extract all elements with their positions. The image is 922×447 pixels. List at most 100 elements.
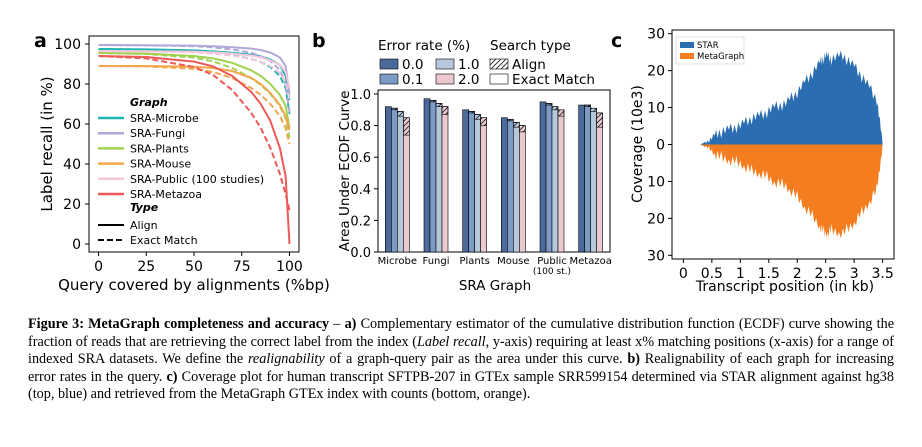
b-bar-align-2-2	[474, 114, 481, 253]
caption-b-label: b)	[627, 351, 640, 368]
b-bar-hatch-3-1	[507, 118, 514, 122]
a-line-10	[98, 55, 291, 245]
legend-swatch-exact	[489, 73, 509, 85]
b-bar-align-1-1	[429, 100, 437, 253]
panel-a: a 0 20 40 60 80 100 0 25 50 75 100 Label recall (…	[34, 30, 330, 294]
a-line-3	[98, 44, 291, 113]
c-ytick-label-5: 20	[647, 211, 665, 227]
c-xtick-label-0: 0	[679, 266, 688, 282]
legend-err-1-0: 1.0	[458, 57, 479, 73]
panel-a-lines	[98, 44, 291, 245]
panel-c: c 30 20 10 0 10 20 30 0 0.5 1 1.5 2 2.5 3 3.5 Coverag…	[611, 27, 895, 295]
b-xlabel-2-0: Plants	[459, 256, 489, 267]
b-bar-hatch-4-3	[557, 109, 565, 117]
panel-b-bars	[385, 98, 603, 253]
c-ytick-label-1: 20	[647, 64, 665, 80]
b-bar-hatch-3-2	[513, 122, 520, 128]
b-bar-hatch-2-2	[474, 114, 481, 120]
c-ytick-label-3: 0	[656, 138, 665, 154]
panel-b-y-label: Area Under ECDF Curve	[337, 91, 353, 252]
b-bar-align-1-0	[423, 98, 431, 253]
b-bar-hatch-4-1	[545, 103, 553, 106]
a-xtick-label-3: 75	[233, 259, 251, 275]
b-xlabel-0-0: Microbe	[378, 256, 417, 267]
panel-a-letter: a	[34, 30, 47, 52]
caption-a-label: a)	[344, 316, 357, 332]
legend-search-exact: Exact Match	[512, 72, 595, 88]
b-ytick-label-4: 0.8	[350, 120, 371, 135]
b-bar-hatch-3-3	[519, 125, 526, 133]
a-legend-label-3: SRA-Mouse	[130, 158, 191, 171]
legend-metagraph-label: MetaGraph	[697, 52, 744, 62]
caption-a-text-1: Complementary estimator of the cumulativ…	[28, 316, 894, 350]
b-bar-hatch-2-3	[480, 117, 487, 126]
a-line-9	[98, 50, 291, 101]
a-ytick-label-5: 100	[54, 37, 81, 53]
legend-swatch-1-0	[435, 58, 455, 70]
a-xtick-label-2: 50	[185, 259, 203, 275]
panel-b-y-ticks: 0.0 0.2 0.4 0.6 0.8 1.0	[350, 88, 378, 261]
a-ytick-label-4: 80	[63, 77, 81, 93]
a-xtick-label-0: 0	[94, 259, 103, 275]
panel-a-legend-items: SRA-Microbe SRA-Fungi SRA-Plants SRA-Mouse S…	[98, 112, 264, 201]
b-xlabel-4-1: (100 st.)	[533, 267, 571, 277]
b-bar-hatch-0-2	[397, 111, 404, 117]
b-bar-hatch-1-2	[435, 103, 443, 107]
b-bar-align-4-1	[545, 103, 553, 253]
caption-heading: MetaGraph completeness and accuracy	[88, 316, 330, 332]
panel-a-y-label: Label recall (in %)	[38, 76, 56, 211]
c-ytick-label-4: 10	[647, 174, 665, 190]
panel-b: b Error rate (%) Search type 0.0 0.1 1.0…	[312, 30, 612, 294]
b-ytick-label-2: 0.4	[350, 183, 371, 198]
a-legend-label-1: SRA-Fungi	[130, 127, 185, 140]
legend-err-0-1: 0.1	[402, 72, 423, 88]
b-xlabel-3-0: Mouse	[497, 256, 529, 267]
caption-a-text-2: , y-axis) requiring at least x% matching…	[28, 333, 895, 368]
a-legend-label-0: SRA-Microbe	[130, 112, 199, 125]
legend-star-label: STAR	[697, 41, 719, 51]
c-xtick-label-2: 1	[736, 266, 745, 282]
caption-label: Figure 3:	[28, 316, 84, 332]
caption-dash: –	[329, 316, 345, 332]
b-bar-hatch-4-2	[551, 106, 559, 111]
a-ytick-label-1: 20	[63, 197, 81, 213]
panel-b-x-labels: Microbe Fungi Plants Mouse Public(100 st.)Me…	[378, 256, 612, 277]
b-bar-align-4-0	[539, 101, 547, 253]
legend-swatch-2-0	[435, 73, 455, 85]
panel-b-axes	[377, 89, 611, 253]
a-line-6	[98, 65, 291, 131]
panel-b-letter: b	[312, 30, 326, 52]
legend-exact-label: Exact Match	[130, 234, 198, 247]
legend-type-title: Type	[130, 201, 159, 214]
b-bar-align-4-3	[557, 109, 565, 253]
caption-a-italic-2: realignability	[247, 351, 325, 368]
b-ytick-label-5: 1.0	[350, 88, 371, 103]
caption-a-italic-1: Label recall	[417, 333, 486, 350]
legend-star-swatch	[680, 42, 694, 48]
b-ytick-label-0: 0.0	[350, 246, 371, 261]
a-legend-label-5: SRA-Metazoa	[130, 188, 202, 201]
c-xtick-label-5: 2.5	[815, 266, 837, 282]
c-xtick-label-3: 1.5	[758, 266, 780, 282]
caption-c-text: Coverage plot for human transcript SFTPB…	[28, 368, 894, 403]
b-bar-align-1-2	[435, 103, 443, 253]
panel-c-legend: STAR MetaGraph	[675, 36, 745, 65]
b-bar-hatch-1-1	[429, 100, 437, 103]
b-bar-align-2-0	[462, 109, 469, 253]
caption-b-text: Realignability of each graph for increas…	[28, 351, 894, 385]
b-bar-align-4-2	[551, 106, 559, 253]
b-bar-align-5-1	[584, 104, 591, 253]
panel-c-x-ticks: 0 0.5 1 1.5 2 2.5 3 3.5	[679, 259, 894, 282]
b-ytick-label-3: 0.6	[350, 151, 371, 166]
b-ytick-label-1: 0.2	[350, 214, 371, 229]
a-line-8	[98, 50, 291, 89]
c-area-star	[683, 50, 883, 145]
a-ytick-label-2: 40	[63, 157, 81, 173]
b-bar-align-3-3	[519, 125, 526, 253]
legend-search-type-title: Search type	[490, 38, 571, 54]
panel-c-y-ticks: 30 20 10 0 10 20 30	[647, 27, 672, 264]
b-xlabel-1-0: Fungi	[422, 256, 449, 267]
panel-a-x-ticks: 0 25 50 75 100	[94, 252, 303, 275]
figure-caption: Figure 3: MetaGraph completeness and acc…	[28, 316, 894, 404]
